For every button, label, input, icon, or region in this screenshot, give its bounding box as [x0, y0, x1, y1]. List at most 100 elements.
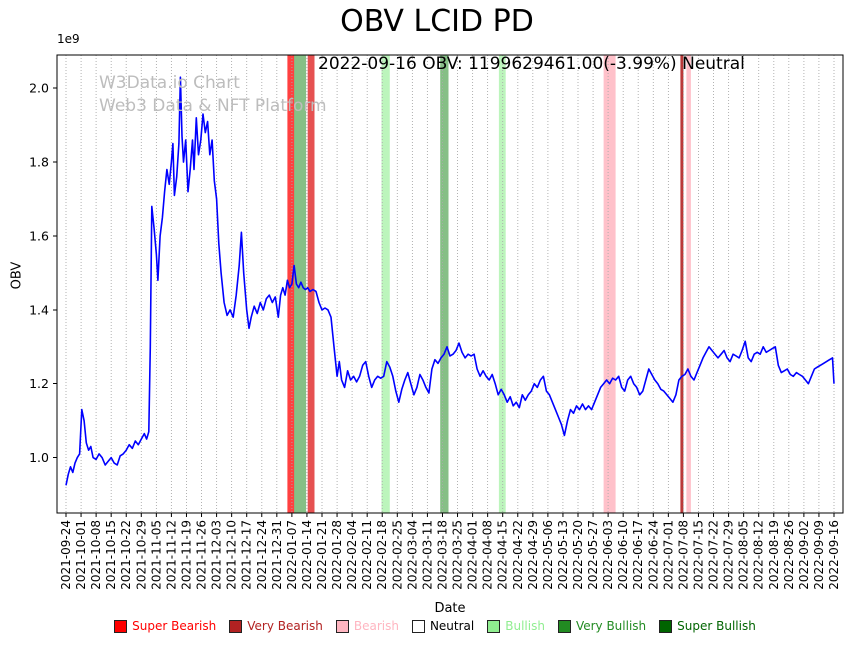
x-tick-label: 2022-08-19 — [767, 520, 781, 590]
legend-item-very-bearish: Very Bearish — [229, 619, 323, 633]
band-bearish — [603, 55, 616, 513]
signal-bands — [287, 55, 691, 513]
y-tick-label: 1.0 — [29, 450, 49, 465]
y-tick-label: 1.4 — [29, 302, 49, 317]
x-tick-label: 2022-07-01 — [661, 520, 675, 590]
obv-line — [65, 76, 835, 486]
x-tick-label: 2022-03-11 — [420, 520, 434, 590]
plot-border — [56, 54, 844, 514]
signal-legend: Super Bearish Very Bearish Bearish Neutral B… — [40, 619, 830, 633]
x-tick-label: 2021-12-17 — [240, 520, 254, 590]
x-tick-label: 2022-03-18 — [435, 520, 449, 590]
x-tick-label: 2022-01-14 — [300, 520, 314, 590]
x-axis-label: Date — [434, 601, 466, 616]
x-tick-label: 2022-09-16 — [827, 520, 841, 590]
x-tick-label: 2021-12-31 — [270, 520, 284, 590]
y-axis-label: OBV — [9, 261, 25, 290]
x-tick-label: 2022-04-29 — [526, 520, 540, 590]
obv-annotation: 2022-09-16 OBV: 1199629461.00(-3.99%) Ne… — [318, 54, 745, 74]
x-tick-label: 2022-06-17 — [631, 520, 645, 590]
y-axis-ticks: 1.0 1.2 1.4 1.6 1.8 2.0 — [29, 81, 57, 465]
watermark-line1: W3Data.io Chart — [99, 73, 240, 93]
legend-swatch-neutral — [411, 619, 425, 633]
x-gridlines — [65, 55, 835, 513]
x-tick-label: 2022-04-15 — [496, 520, 510, 590]
x-tick-label: 2022-08-05 — [737, 520, 751, 590]
x-tick-label: 2022-05-13 — [556, 520, 570, 590]
x-tick-label: 2021-12-03 — [210, 520, 224, 590]
x-tick-label: 2022-06-10 — [616, 520, 630, 590]
x-tick-label: 2022-05-06 — [541, 520, 555, 590]
legend-swatch-super-bullish — [659, 619, 673, 633]
band-super-bearish — [287, 55, 295, 513]
x-tick-label: 2021-10-22 — [119, 520, 133, 590]
x-tick-label: 2022-08-26 — [782, 520, 796, 590]
x-tick-label: 2022-08-12 — [752, 520, 766, 590]
x-tick-label: 2022-04-08 — [481, 520, 495, 590]
x-tick-label: 2022-02-25 — [390, 520, 404, 590]
x-tick-label: 2022-07-29 — [722, 520, 736, 590]
x-tick-label: 2022-07-08 — [676, 520, 690, 590]
legend-item-bearish: Bearish — [335, 619, 399, 633]
x-tick-label: 2021-09-24 — [59, 520, 73, 590]
x-tick-label: 2022-05-27 — [586, 520, 600, 590]
x-tick-label: 2022-01-07 — [285, 520, 299, 590]
legend-item-bullish: Bullish — [487, 619, 545, 633]
legend-item-super-bullish: Super Bullish — [659, 619, 756, 633]
y-axis-scale-label: 1e9 — [57, 32, 80, 46]
band-very-bearish — [307, 55, 315, 513]
y-tick-label: 2.0 — [29, 81, 49, 96]
x-tick-label: 2021-11-19 — [179, 520, 193, 590]
x-tick-label: 2022-05-20 — [571, 520, 585, 590]
x-tick-label: 2021-10-01 — [74, 520, 88, 590]
legend-swatch-bearish — [335, 619, 349, 633]
x-tick-label: 2022-09-09 — [812, 520, 826, 590]
legend-label-bearish: Bearish — [353, 619, 399, 633]
x-tick-label: 2021-11-26 — [195, 520, 209, 590]
legend-item-super-bearish: Super Bearish — [114, 619, 216, 633]
legend-label-super-bullish: Super Bullish — [677, 619, 756, 633]
legend-label-super-bearish: Super Bearish — [132, 619, 217, 633]
x-tick-label: 2022-07-22 — [707, 520, 721, 590]
x-tick-label: 2022-07-15 — [691, 520, 705, 590]
x-tick-label: 2022-03-04 — [405, 520, 419, 590]
x-tick-label: 2021-10-08 — [89, 520, 103, 590]
band-very-bullish — [440, 55, 449, 513]
x-tick-label: 2022-02-18 — [375, 520, 389, 590]
legend-label-bullish: Bullish — [505, 619, 545, 633]
legend-item-very-bullish: Very Bullish — [557, 619, 647, 633]
legend-label-very-bullish: Very Bullish — [575, 619, 647, 633]
legend-swatch-very-bullish — [557, 619, 571, 633]
x-tick-label: 2022-01-21 — [315, 520, 329, 590]
x-tick-label: 2022-06-24 — [646, 520, 660, 590]
x-tick-label: 2021-11-12 — [164, 520, 178, 590]
y-tick-label: 1.2 — [29, 376, 49, 391]
band-bearish — [686, 55, 691, 513]
x-tick-label: 2022-04-01 — [466, 520, 480, 590]
legend-label-very-bearish: Very Bearish — [247, 619, 323, 633]
watermark-line2: Web3 Data & NFT Platform — [99, 96, 327, 116]
x-tick-label: 2021-11-05 — [149, 520, 163, 590]
x-tick-label: 2022-09-02 — [797, 520, 811, 590]
legend-label-neutral: Neutral — [429, 619, 475, 633]
x-tick-label: 2021-12-10 — [225, 520, 239, 590]
x-tick-label: 2022-04-22 — [511, 520, 525, 590]
x-tick-label: 2021-10-29 — [134, 520, 148, 590]
x-tick-label: 2022-02-04 — [345, 520, 359, 590]
watermark: W3Data.io Chart Web3 Data & NFT Platform — [99, 72, 327, 118]
y-tick-label: 1.6 — [29, 228, 49, 243]
x-tick-label: 2021-12-24 — [255, 520, 269, 590]
band-bullish — [381, 55, 390, 513]
x-tick-label: 2022-01-28 — [330, 520, 344, 590]
chart-title: OBV LCID PD — [340, 4, 534, 39]
legend-swatch-very-bearish — [229, 619, 243, 633]
x-tick-label: 2021-10-15 — [104, 520, 118, 590]
legend-item-neutral: Neutral — [411, 619, 475, 633]
band-very-bearish — [680, 55, 684, 513]
legend-swatch-bullish — [487, 619, 501, 633]
x-axis-ticks: 2021-09-24 2021-10-01 2021-10-08 2021-10-15… — [59, 513, 841, 590]
x-tick-label: 2022-02-11 — [360, 520, 374, 590]
x-tick-label: 2022-03-25 — [451, 520, 465, 590]
